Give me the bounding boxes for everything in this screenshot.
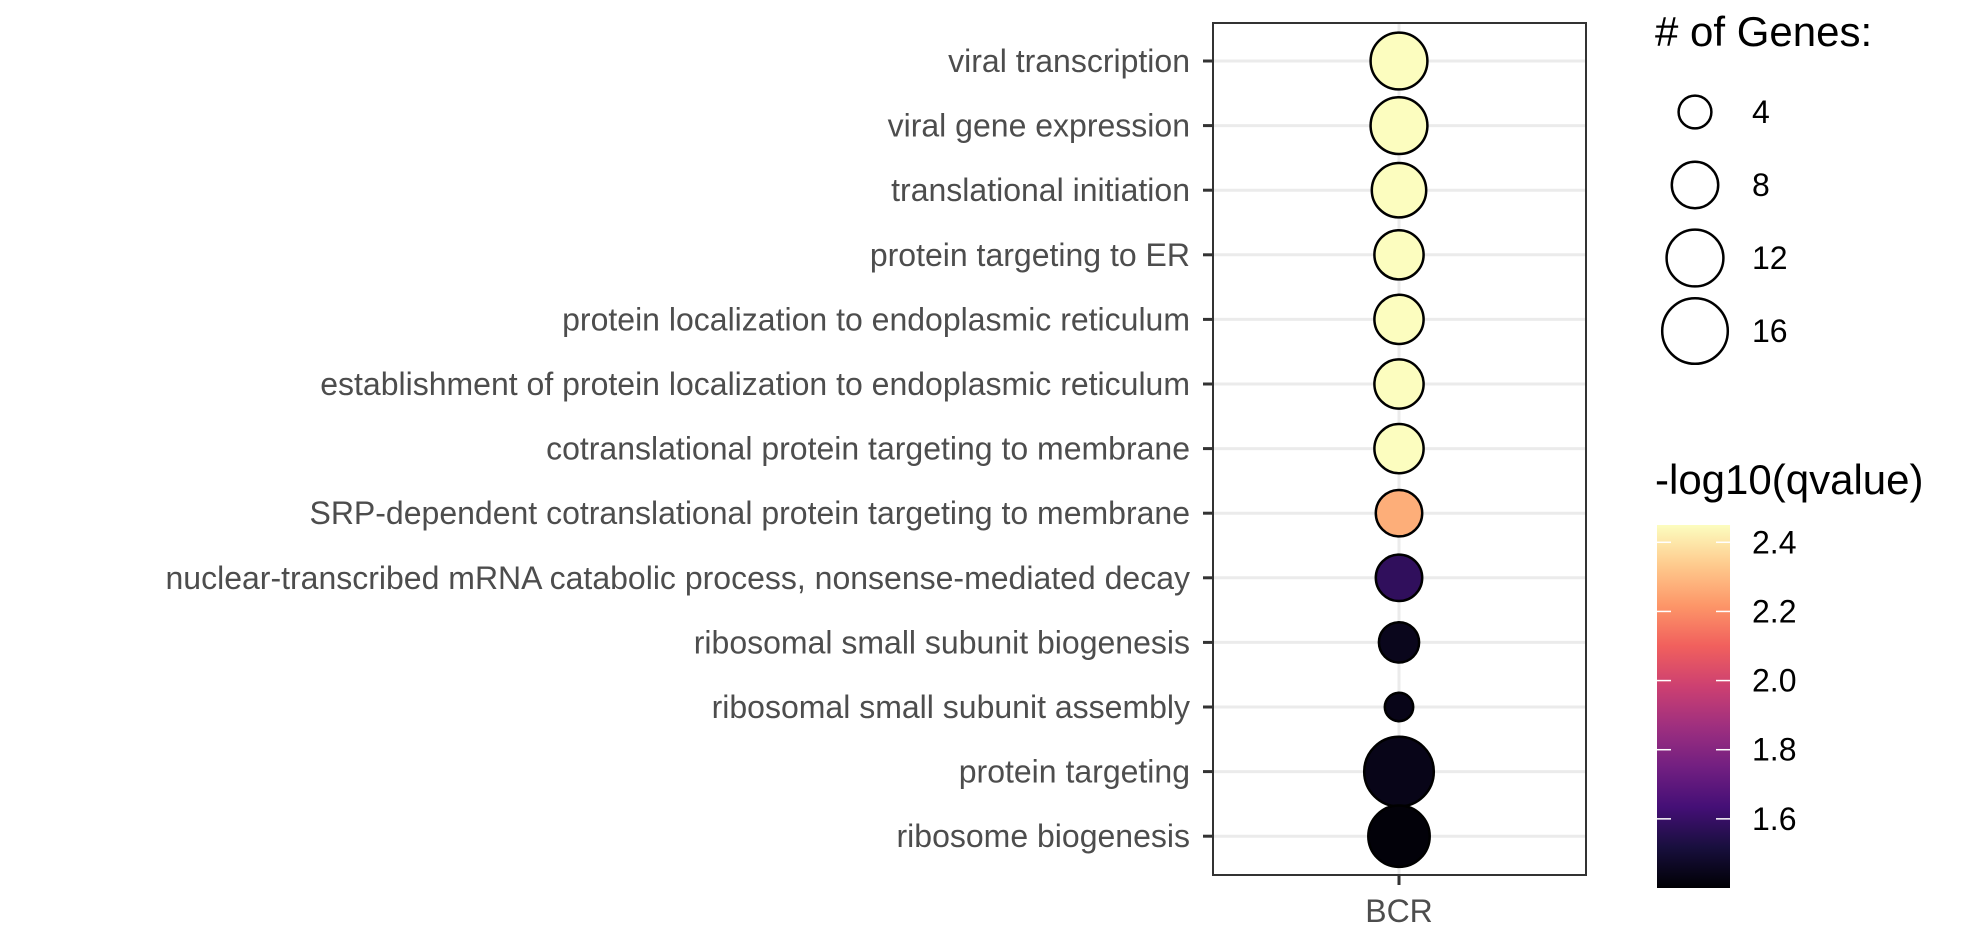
y-tick-label: protein targeting [959,754,1190,790]
size-legend-key [1677,94,1713,130]
size-legend-title: # of Genes: [1655,8,1872,55]
colorbar-label: 2.0 [1752,663,1796,699]
x-axis-labels: BCR [1365,875,1433,929]
y-tick-label: establishment of protein localization to… [320,366,1190,402]
data-point [1374,553,1424,603]
colorbar [1657,525,1730,888]
data-point [1373,358,1425,410]
size-legend-label: 4 [1752,94,1770,130]
data-point [1362,735,1436,808]
y-tick-label: SRP-dependent cotranslational protein ta… [309,495,1190,531]
colorbar-label: 1.6 [1752,801,1796,837]
data-point [1369,31,1429,91]
y-axis-labels: viral transcription viral gene expression… [165,43,1213,854]
colorbar-label: 2.2 [1752,593,1796,629]
y-tick-label: translational initiation [891,172,1190,208]
y-tick-label: ribosomal small subunit assembly [712,689,1190,725]
data-point [1367,804,1431,869]
data-point [1377,621,1421,664]
x-tick-label: BCR [1365,893,1433,929]
y-tick-label: viral transcription [948,43,1190,79]
size-legend-key [1660,296,1730,366]
data-point [1370,161,1428,219]
data-point [1373,422,1425,475]
color-legend-title: -log10(qvalue) [1655,456,1924,503]
data-point [1373,228,1425,281]
size-legend-key [1665,228,1725,288]
size-legend-label: 12 [1752,240,1788,276]
size-legend: # of Genes: 4 8 12 16 [1655,8,1872,366]
size-legend-label: 8 [1752,167,1770,203]
color-legend: -log10(qvalue) 1.6 1.8 2.0 2.2 2.4 [1655,456,1924,888]
y-tick-label: ribosome biogenesis [897,818,1191,854]
size-legend-label: 16 [1752,313,1788,349]
data-point [1373,293,1425,346]
y-tick-label: viral gene expression [888,108,1190,144]
size-legend-key [1670,160,1720,210]
y-tick-label: ribosomal small subunit biogenesis [694,624,1190,660]
data-point [1369,95,1429,156]
colorbar-label: 1.8 [1752,732,1796,768]
y-tick-label: nuclear-transcribed mRNA catabolic proce… [165,560,1190,596]
data-point [1374,488,1424,538]
y-tick-label: cotranslational protein targeting to mem… [546,431,1190,467]
y-tick-label: protein localization to endoplasmic reti… [562,301,1190,337]
plot-panel [1212,22,1587,876]
data-point [1383,691,1415,723]
colorbar-label: 2.4 [1752,524,1796,560]
y-tick-label: protein targeting to ER [870,237,1190,273]
